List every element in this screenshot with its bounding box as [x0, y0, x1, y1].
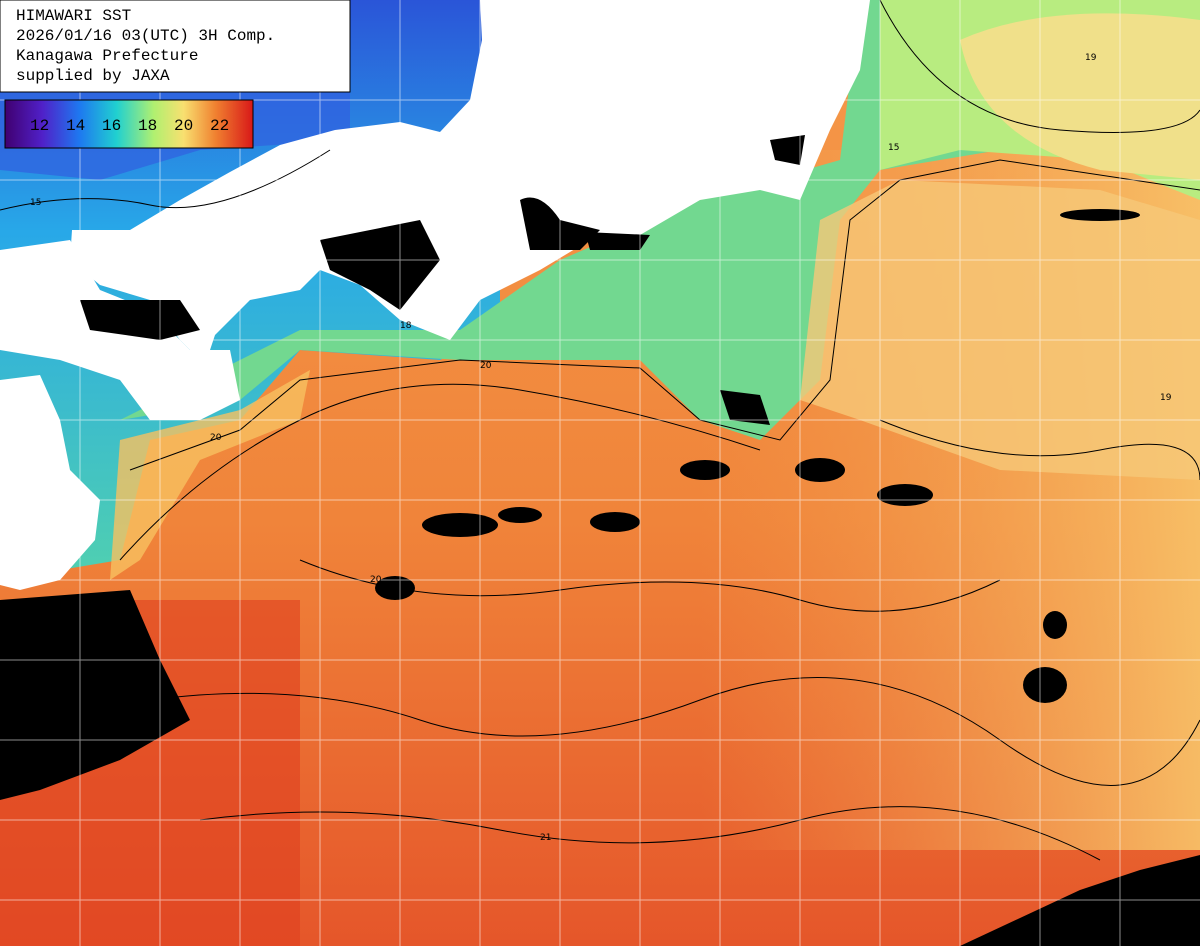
- contour: [0, 149, 331, 211]
- cloud: [590, 512, 640, 532]
- sea-northeast-warm: [960, 13, 1200, 181]
- sea-east-yellow: [800, 180, 1200, 480]
- legend-label: 18: [138, 117, 157, 135]
- cloud: [770, 135, 805, 165]
- contour-label: 20: [480, 361, 492, 371]
- legend-label: 16: [102, 117, 121, 135]
- contours: [0, 0, 1200, 860]
- contour: [129, 159, 1200, 471]
- contour-label: 19: [1085, 53, 1097, 63]
- land-kii: [0, 375, 100, 590]
- cloud: [1023, 667, 1067, 703]
- contour-label: 18: [400, 321, 412, 331]
- info-box: [0, 0, 351, 93]
- header-line: 2026/01/16 03(UTC) 3H Comp.: [16, 27, 275, 45]
- grid-label: 136E: [485, 5, 500, 36]
- contour-label: 15: [30, 198, 41, 208]
- header-line: Kanagawa Prefecture: [16, 47, 198, 65]
- cloud: [1060, 209, 1140, 221]
- cloud: [877, 484, 933, 506]
- sea-west-yellow: [110, 370, 310, 580]
- contour: [879, 0, 1200, 133]
- legend-label: 22: [210, 117, 229, 135]
- cloud-mask: [0, 135, 1200, 946]
- cloud: [0, 590, 190, 800]
- header-line: supplied by JAXA: [16, 67, 170, 85]
- color-bar: [4, 99, 254, 149]
- contour: [879, 419, 1200, 481]
- contour-label: 19: [1160, 393, 1172, 403]
- cloud: [585, 232, 650, 250]
- cloud: [498, 507, 542, 523]
- cloud: [80, 300, 200, 340]
- header-line: HIMAWARI SST: [16, 7, 131, 25]
- cloud: [680, 460, 730, 480]
- contour: [299, 559, 1001, 612]
- land-honshu: [70, 0, 870, 365]
- contour-label: 21: [540, 833, 551, 843]
- cloud: [720, 390, 770, 425]
- cloud: [795, 458, 845, 482]
- cloud: [320, 220, 440, 310]
- cloud: [1043, 611, 1067, 639]
- legend-label: 20: [174, 117, 193, 135]
- legend-label: 12: [30, 117, 49, 135]
- contour-label: 20: [210, 433, 222, 443]
- cloud: [422, 513, 498, 537]
- contour: [199, 806, 1101, 861]
- legend-label: 14: [66, 117, 85, 135]
- contour-label: 15: [888, 143, 899, 153]
- contour: [149, 677, 1200, 786]
- contour-label: 20: [370, 575, 382, 585]
